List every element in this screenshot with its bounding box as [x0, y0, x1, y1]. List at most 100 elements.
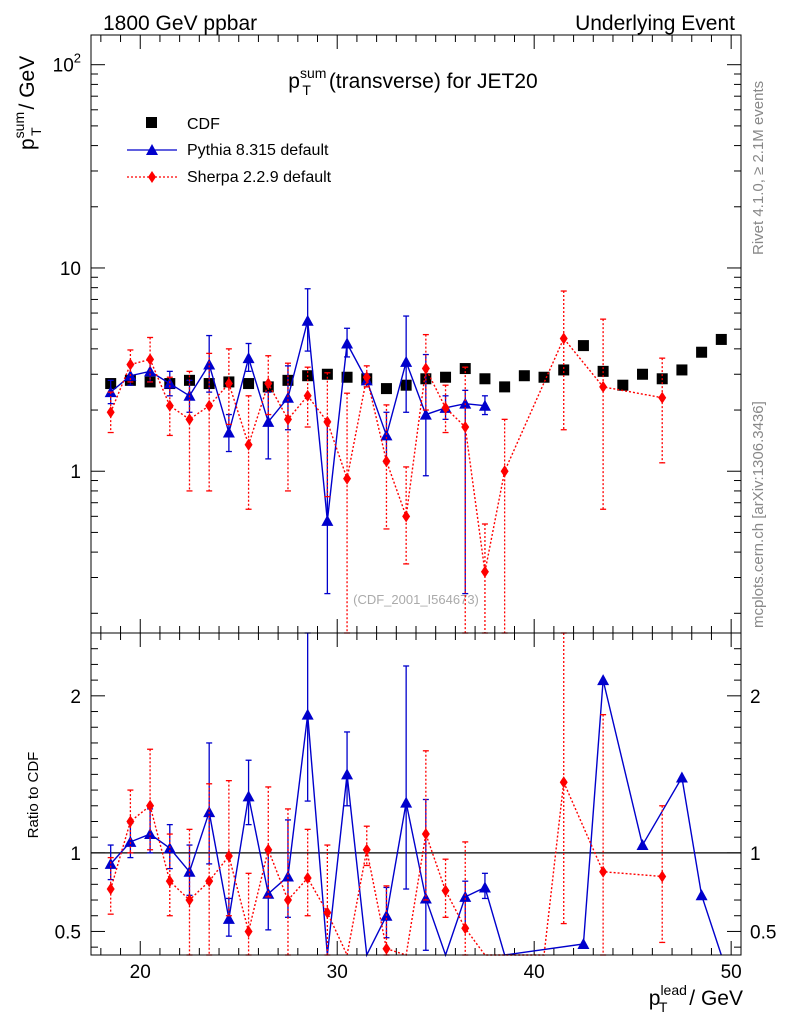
ratio-tick-label-right: 1 — [750, 844, 761, 865]
ratio-point-sherpa-2-2-9-default — [126, 815, 135, 828]
data-point-cdf — [637, 368, 649, 380]
data-point-sherpa-2-2-9-default — [658, 391, 667, 404]
ratio-point-pythia-8-315-default — [341, 768, 354, 780]
ratio-point-pythia-8-315-default — [478, 881, 491, 893]
ratio-axis-label: Ratio to CDF — [25, 752, 42, 839]
ratio-point-sherpa-2-2-9-default — [382, 942, 391, 955]
ratio-point-pythia-8-315-default — [597, 674, 610, 686]
data-point-sherpa-2-2-9-default — [244, 438, 253, 451]
data-point-sherpa-2-2-9-default — [500, 465, 509, 478]
ratio-point-pythia-8-315-default — [459, 890, 472, 902]
ratio-point-sherpa-2-2-9-default — [323, 906, 332, 919]
data-point-pythia-8-315-default — [459, 397, 472, 409]
ratio-point-pythia-8-315-default — [222, 912, 235, 924]
data-point-pythia-8-315-default — [301, 314, 314, 326]
data-point-cdf — [341, 371, 353, 383]
legend-label-pythia: Pythia 8.315 default — [187, 142, 329, 159]
data-point-cdf — [617, 379, 629, 391]
data-point-cdf — [380, 383, 392, 395]
ratio-point-sherpa-2-2-9-default — [362, 843, 371, 856]
data-point-sherpa-2-2-9-default — [303, 389, 312, 402]
ratio-point-pythia-8-315-default — [203, 806, 216, 818]
ratio-point-sherpa-2-2-9-default — [165, 875, 174, 888]
legend-label-cdf: CDF — [187, 116, 220, 133]
ratio-point-sherpa-2-2-9-default — [441, 884, 450, 897]
ratio-point-sherpa-2-2-9-default — [106, 883, 115, 896]
data-point-sherpa-2-2-9-default — [224, 377, 233, 390]
header-right: Underlying Event — [575, 12, 735, 35]
ratio-tick-label-right: 0.5 — [750, 922, 776, 943]
ratio-point-pythia-8-315-default — [281, 870, 294, 882]
ratio-point-pythia-8-315-default — [242, 790, 255, 802]
ratio-series-sherpa-2-2-9-default — [106, 632, 667, 958]
data-point-sherpa-2-2-9-default — [382, 455, 391, 468]
series-line-pythia-8-315-default — [110, 320, 486, 521]
legend-marker-pythia — [146, 144, 158, 155]
rivet-label: Rivet 4.1.0, ≥ 2.1M events — [750, 81, 767, 255]
data-point-pythia-8-315-default — [262, 415, 275, 427]
header-left: 1800 GeV ppbar — [103, 12, 257, 35]
ratio-point-pythia-8-315-default — [262, 887, 275, 899]
data-point-cdf — [479, 373, 491, 385]
data-point-sherpa-2-2-9-default — [264, 377, 273, 390]
data-point-sherpa-2-2-9-default — [205, 399, 214, 412]
x-tick-label: 40 — [524, 962, 545, 983]
data-point-pythia-8-315-default — [478, 399, 491, 411]
ratio-point-pythia-8-315-default — [675, 771, 688, 783]
ratio-frame — [90, 632, 742, 956]
data-point-sherpa-2-2-9-default — [165, 399, 174, 412]
data-point-sherpa-2-2-9-default — [441, 401, 450, 414]
legend-marker-cdf — [146, 117, 157, 128]
data-point-pythia-8-315-default — [203, 358, 216, 370]
legend-marker-sherpa — [148, 171, 156, 183]
series-sherpa-2-2-9-default — [106, 290, 667, 634]
data-point-sherpa-2-2-9-default — [599, 380, 608, 393]
ratio-point-pythia-8-315-default — [577, 938, 590, 950]
data-point-sherpa-2-2-9-default — [461, 421, 470, 434]
data-point-sherpa-2-2-9-default — [480, 565, 489, 578]
data-point-cdf — [440, 371, 452, 383]
ratio-point-sherpa-2-2-9-default — [599, 865, 608, 878]
ratio-axis-ticks: 20 30 40 50 0.5 0.5 1 1 2 2 — [55, 632, 776, 983]
data-point-sherpa-2-2-9-default — [343, 472, 352, 485]
data-point-cdf — [518, 370, 530, 382]
ratio-data-layer — [91, 632, 741, 958]
ratio-point-sherpa-2-2-9-default — [224, 850, 233, 863]
ratio-point-sherpa-2-2-9-default — [244, 925, 253, 938]
data-point-pythia-8-315-default — [242, 352, 255, 364]
ratio-point-sherpa-2-2-9-default — [146, 799, 155, 812]
data-point-cdf — [696, 346, 708, 358]
chart-title-sub: T — [302, 82, 311, 98]
data-point-cdf — [558, 364, 570, 376]
ratio-point-sherpa-2-2-9-default — [283, 894, 292, 907]
data-point-sherpa-2-2-9-default — [362, 371, 371, 384]
watermark: (CDF_2001_I564673) — [353, 592, 479, 607]
data-point-cdf — [243, 378, 255, 390]
data-point-pythia-8-315-default — [183, 389, 196, 401]
ratio-point-pythia-8-315-default — [301, 708, 314, 720]
series-pythia-8-315-default — [104, 288, 491, 595]
data-point-pythia-8-315-default — [380, 429, 393, 441]
data-point-cdf — [715, 333, 727, 345]
ratio-tick-label: 1 — [70, 844, 81, 865]
series-line-sherpa-2-2-9-default — [110, 337, 663, 572]
data-point-sherpa-2-2-9-default — [106, 406, 115, 419]
data-point-sherpa-2-2-9-default — [421, 362, 430, 375]
legend-label-sherpa: Sherpa 2.2.9 default — [187, 169, 332, 186]
ratio-point-sherpa-2-2-9-default — [559, 776, 568, 789]
ratio-point-pythia-8-315-default — [419, 892, 432, 904]
x-tick-label: 50 — [721, 962, 742, 983]
ratio-point-sherpa-2-2-9-default — [658, 870, 667, 883]
data-point-sherpa-2-2-9-default — [146, 353, 155, 366]
data-point-pythia-8-315-default — [419, 408, 432, 420]
data-point-sherpa-2-2-9-default — [283, 413, 292, 426]
main-axis-ticks: 1 10 102 — [53, 35, 741, 633]
y-tick-label: 102 — [53, 51, 81, 77]
data-point-pythia-8-315-default — [222, 426, 235, 438]
data-point-cdf — [676, 364, 688, 376]
y-axis-label: psumT / GeV — [11, 56, 44, 150]
data-point-sherpa-2-2-9-default — [402, 510, 411, 523]
ratio-tick-label: 2 — [70, 687, 81, 708]
ratio-point-sherpa-2-2-9-default — [421, 828, 430, 841]
